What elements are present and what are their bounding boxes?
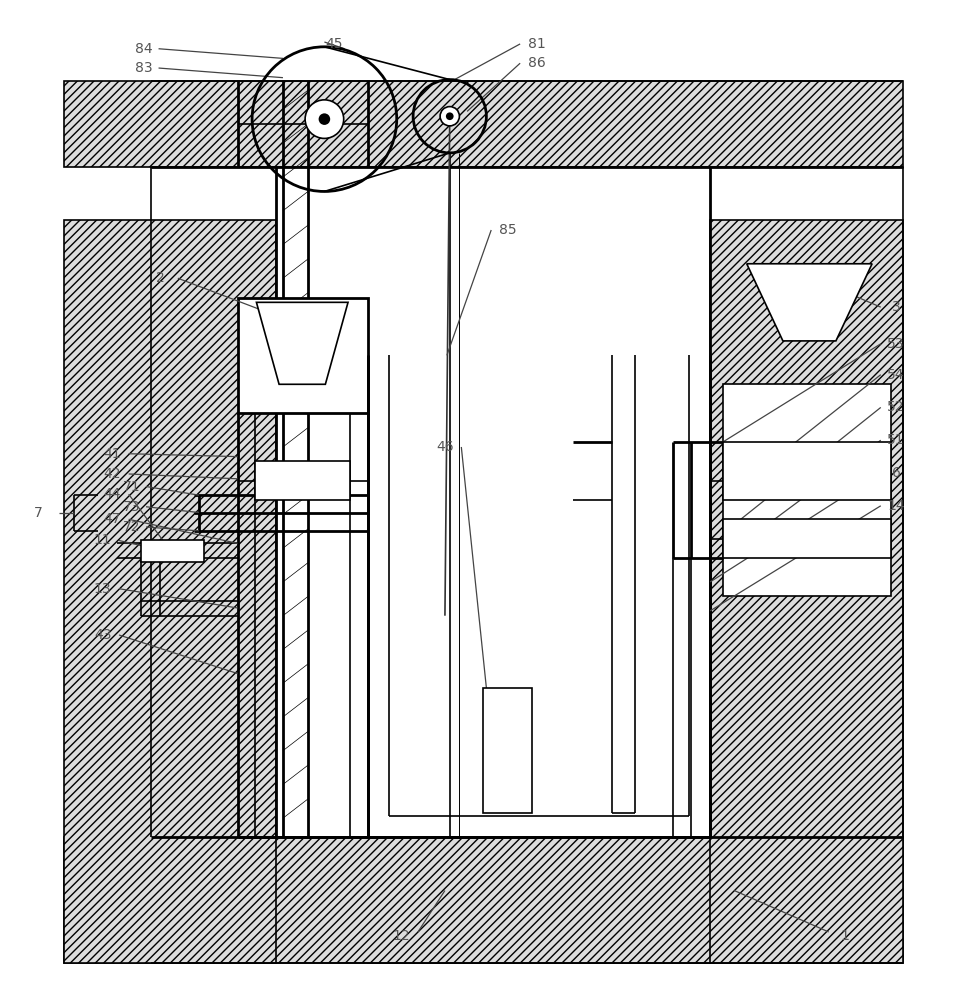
Text: 84: 84 (135, 42, 153, 56)
Text: 12: 12 (393, 929, 410, 943)
Bar (141, 540, 204, 562)
Circle shape (318, 113, 330, 125)
Text: 73: 73 (123, 500, 140, 514)
Bar (722, 442, 892, 500)
Text: 51: 51 (888, 433, 905, 447)
Bar (238, 298, 367, 413)
Text: 71: 71 (123, 480, 140, 494)
Polygon shape (747, 264, 872, 341)
Text: 86: 86 (528, 56, 545, 70)
Text: 45: 45 (325, 37, 342, 51)
Bar (151, 167, 710, 837)
Text: 85: 85 (499, 223, 516, 237)
Text: 54: 54 (888, 368, 905, 382)
Bar (64, 81, 903, 167)
Text: 81: 81 (528, 37, 545, 51)
Text: 52: 52 (888, 400, 905, 414)
Bar (484, 688, 532, 813)
Text: 11: 11 (94, 533, 111, 547)
Text: 13: 13 (94, 582, 111, 596)
Bar (64, 220, 277, 963)
Text: 41: 41 (103, 447, 121, 461)
Text: 44: 44 (103, 487, 121, 501)
Bar (277, 167, 710, 837)
Text: 42: 42 (103, 467, 121, 481)
Polygon shape (256, 302, 348, 384)
Text: 1: 1 (840, 929, 850, 943)
Bar (64, 837, 903, 963)
Circle shape (306, 100, 343, 138)
Text: 46: 46 (436, 440, 454, 454)
Bar (722, 384, 892, 596)
Text: 72: 72 (123, 520, 140, 534)
Text: 6: 6 (892, 466, 900, 480)
Text: 14: 14 (888, 499, 905, 513)
Bar (255, 461, 350, 500)
Text: 7: 7 (34, 506, 43, 520)
Circle shape (446, 112, 454, 120)
Bar (710, 220, 903, 963)
Bar (722, 519, 892, 558)
Bar (367, 837, 710, 963)
Text: 2: 2 (156, 271, 164, 285)
Text: 83: 83 (135, 61, 153, 75)
Text: 53: 53 (888, 337, 905, 351)
Text: 47: 47 (103, 512, 121, 526)
Text: 3: 3 (892, 300, 900, 314)
Text: 43: 43 (94, 628, 111, 642)
Circle shape (440, 107, 459, 126)
